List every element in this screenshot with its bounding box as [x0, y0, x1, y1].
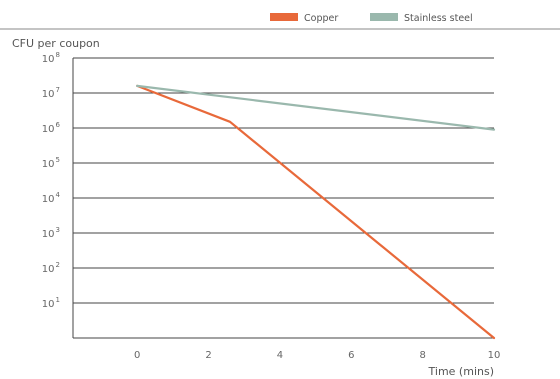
x-tick-label: 6 — [348, 350, 354, 361]
legend-label-copper: Copper — [304, 13, 338, 24]
y-tick-label: 101 — [42, 296, 60, 310]
y-axis-ticks: 108 107 106 105 104 103 102 101 — [42, 51, 61, 310]
series-line-copper — [136, 84, 496, 340]
x-tick-label: 2 — [205, 350, 211, 361]
series-lines — [136, 84, 496, 340]
x-tick-label: 4 — [277, 350, 283, 361]
y-tick-label: 107 — [42, 86, 60, 100]
series-line-stainless-steel — [136, 84, 496, 131]
y-tick-label: 105 — [42, 156, 60, 170]
x-tick-label: 8 — [419, 350, 425, 361]
y-axis-title: CFU per coupon — [12, 37, 100, 50]
x-tick-label: 10 — [488, 350, 501, 361]
y-tick-label: 106 — [42, 121, 61, 135]
x-axis-title: Time (mins) — [428, 365, 494, 378]
y-tick-label: 108 — [42, 51, 60, 65]
x-tick-label: 0 — [134, 350, 140, 361]
legend-swatch-copper — [270, 13, 298, 21]
legend-swatch-stainless-steel — [370, 13, 398, 21]
y-tick-label: 104 — [42, 191, 61, 205]
grid — [72, 57, 494, 339]
y-tick-label: 102 — [42, 261, 60, 275]
x-axis-ticks: 0 2 4 6 8 10 — [134, 350, 500, 361]
legend: Copper Stainless steel — [270, 13, 473, 24]
y-tick-label: 103 — [42, 226, 60, 240]
legend-label-stainless-steel: Stainless steel — [404, 13, 473, 24]
